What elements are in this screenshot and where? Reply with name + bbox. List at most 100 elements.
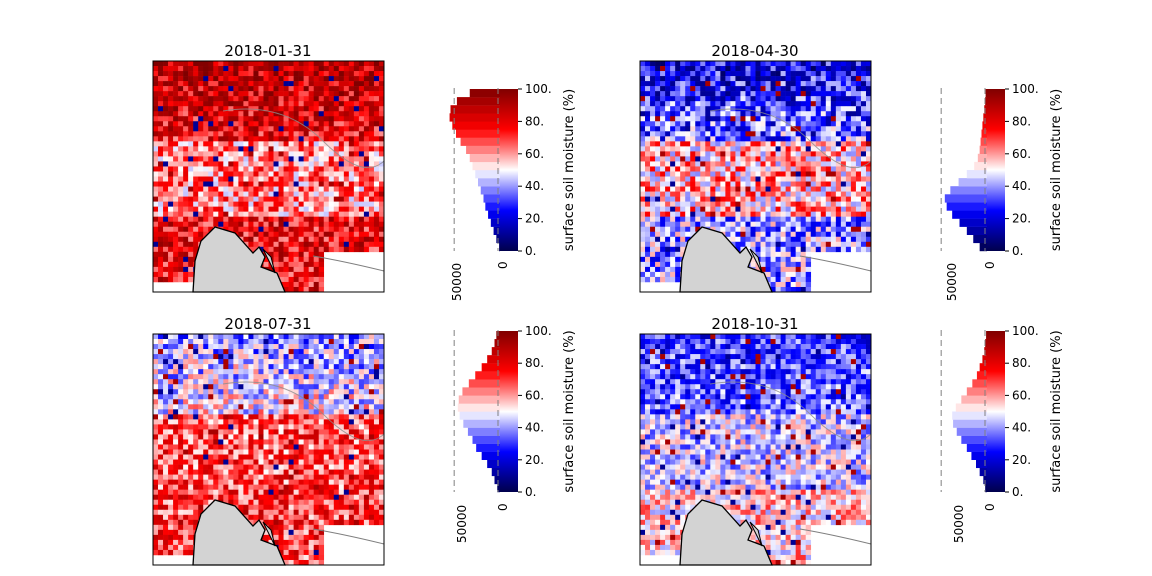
map-cell [158,161,164,167]
map-cell [775,181,781,187]
map-cell [238,146,244,152]
map-cell [348,126,355,132]
map-cell [785,286,791,293]
map-cell [358,409,365,415]
map-cell [213,156,219,162]
map-cell [223,429,229,435]
map-cell [363,201,370,207]
map-cell [695,91,701,97]
map-cell [268,121,274,127]
map-cell [208,76,214,82]
map-cell [238,91,244,97]
map-cell [705,191,711,197]
map-cell [760,236,766,243]
map-cell [825,231,832,238]
map-cell [303,226,309,233]
map-cell [825,96,832,102]
map-cell [363,394,370,400]
map-cell [333,394,340,400]
map-cell [163,126,169,132]
map-cell [665,171,671,177]
map-cell [288,256,294,263]
map-cell [293,151,299,157]
map-cell [695,156,701,162]
map-cell [645,271,651,278]
map-cell [373,414,380,420]
map-cell [338,141,345,147]
map-cell [865,226,872,233]
map-cell [373,196,380,202]
map-cell [188,261,194,268]
map-cell [233,181,239,187]
map-cell [303,151,309,157]
map-cell [780,266,786,273]
map-cell [775,266,781,273]
map-cell [278,66,284,72]
map-cell [750,181,756,187]
map-cell [685,186,691,192]
map-cell [243,201,249,207]
map-cell [178,216,184,222]
map-cell [650,126,656,132]
map-cell [815,136,822,142]
map-cell [805,221,812,228]
map-cell [183,394,189,400]
map-cell [263,191,269,197]
map-cell [845,126,852,132]
map-cell [820,121,827,127]
map-cell [218,186,224,192]
map-cell [805,186,812,192]
map-cell [213,116,219,122]
map-cell [373,71,380,77]
map-cell [650,121,656,127]
map-cell [675,136,681,142]
map-cell [815,171,822,177]
map-cell [228,91,234,97]
map-cell [318,61,325,67]
map-cell [645,156,651,162]
map-cell [258,176,264,182]
map-cell [343,419,350,425]
map-cell [248,221,254,228]
map-cell [353,206,360,212]
map-cell [193,166,199,172]
map-cell [650,196,656,202]
map-cell [193,86,199,92]
map-cell [343,216,350,222]
map-cell [820,111,827,117]
map-cell [208,419,214,425]
map-cell [865,76,872,82]
map-cell [283,226,289,233]
map-cell [263,384,269,390]
map-cell [705,161,711,167]
map-cell [178,131,184,137]
map-cell [218,344,224,350]
map-cell [258,424,264,430]
map-cell [193,206,199,212]
map-cell [840,111,847,117]
map-cell [203,359,209,365]
map-cell [710,166,716,172]
colorbar-tick-label: 0. [525,244,536,258]
map-cell [303,196,309,202]
map-cell [298,176,304,182]
map-cell [258,334,264,340]
map-cell [293,171,299,177]
map-cell [268,384,274,390]
map-cell [343,354,350,360]
map-cell [233,121,239,127]
map-cell [313,91,320,97]
map-cell [288,266,294,273]
map-cell [815,126,822,132]
map-cell [218,354,224,360]
map-cell [198,429,204,435]
map-cell [298,334,304,340]
map-cell [655,81,661,87]
map-cell [318,91,325,97]
map-cell [690,81,696,87]
map-cell [745,91,751,97]
map-cell [685,151,691,157]
map-cell [273,359,279,365]
map-cell [323,216,330,222]
map-cell [203,206,209,212]
